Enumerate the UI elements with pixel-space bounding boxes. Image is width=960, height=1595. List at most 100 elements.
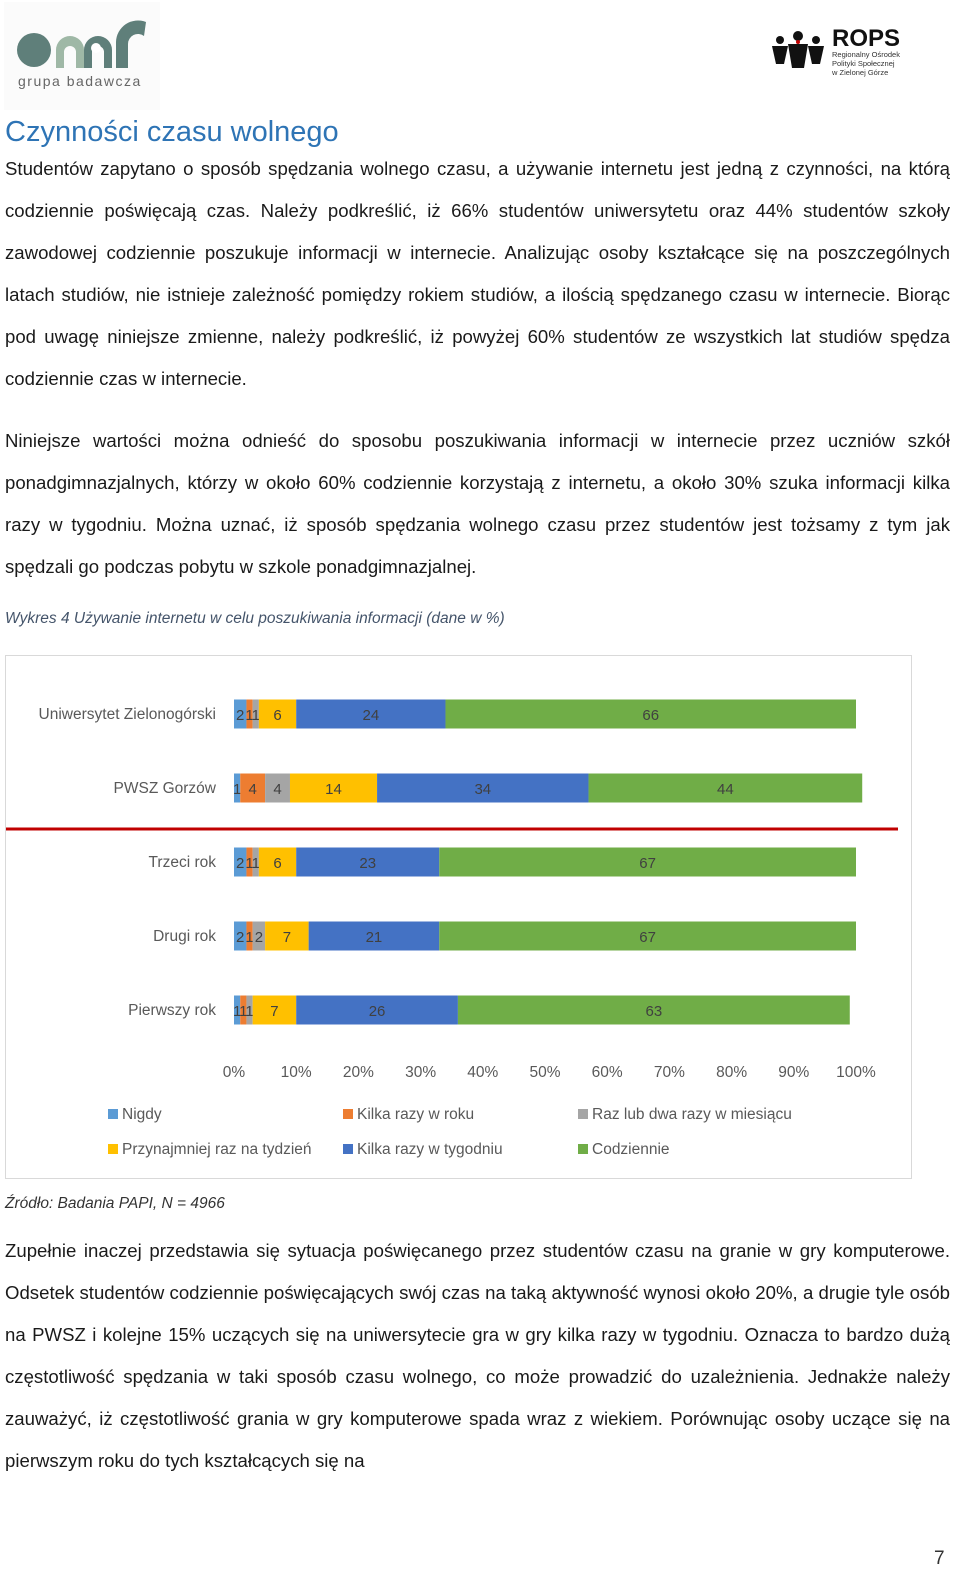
chart-caption: Wykres 4 Używanie internetu w celu poszu… — [5, 610, 505, 627]
bar-segment — [252, 699, 259, 729]
svg-text:grupa badawcza: grupa badawcza — [18, 73, 142, 89]
data-label: 1 — [252, 855, 260, 872]
data-label: 2 — [255, 929, 263, 946]
data-label: 21 — [366, 929, 383, 946]
rops-logo: ROPS Regionalny Ośrodek Polityki Społecz… — [768, 22, 938, 82]
bar-segment — [246, 921, 253, 951]
data-label: 1 — [233, 781, 241, 798]
bar-segment — [265, 921, 309, 951]
chart-container: Uniwersytet Zielonogórski 2 1 1 6 24 66 PWSZ Go… — [5, 655, 912, 1179]
legend-label: Raz lub dwa razy w miesiącu — [592, 1106, 792, 1123]
omr-logo: grupa badawcza — [4, 2, 160, 110]
bar-segment — [246, 847, 253, 877]
svg-text:w Zielonej Górze: w Zielonej Górze — [831, 68, 888, 77]
legend-label: Przynajmniej raz na tydzień — [122, 1141, 312, 1158]
x-tick-label: 20% — [343, 1064, 374, 1081]
data-label: 26 — [369, 1003, 386, 1020]
data-label: 66 — [642, 707, 659, 724]
bar-segment — [234, 699, 247, 729]
bar-segment — [240, 995, 247, 1025]
legend-label: Codziennie — [592, 1141, 670, 1158]
page-number: 7 — [934, 1548, 945, 1569]
x-tick-label: 0% — [223, 1064, 246, 1081]
bar-segment — [296, 995, 458, 1025]
bar-segment — [252, 995, 297, 1025]
data-label: 63 — [646, 1003, 663, 1020]
bar-segment — [252, 921, 266, 951]
data-label: 7 — [283, 929, 291, 946]
bar-segment — [588, 773, 863, 803]
x-tick-label: 60% — [592, 1064, 623, 1081]
legend-swatch — [578, 1109, 588, 1119]
category-label: Trzeci rok — [149, 854, 217, 871]
category-label: PWSZ Gorzów — [114, 780, 217, 797]
intro-paragraph: Studentów zapytano o sposób spędzania wo… — [5, 158, 950, 389]
svg-text:Polityki Społecznej: Polityki Społecznej — [832, 59, 895, 68]
data-label: 2 — [236, 929, 244, 946]
data-label: 6 — [273, 707, 281, 724]
bar-segment — [246, 995, 253, 1025]
bar-segment — [246, 699, 253, 729]
category-label: Drugi rok — [153, 928, 216, 945]
x-tick-label: 10% — [281, 1064, 312, 1081]
page-header: grupa badawcza ROPS Regionalny Ośrodek P… — [0, 0, 960, 110]
data-label: 6 — [273, 855, 281, 872]
data-label: 4 — [248, 781, 256, 798]
bar-segment — [265, 773, 290, 803]
data-label: 67 — [639, 929, 656, 946]
data-label: 7 — [270, 1003, 278, 1020]
x-tick-label: 100% — [836, 1064, 876, 1081]
bar-segment — [234, 773, 241, 803]
bar-segment — [234, 921, 247, 951]
bar-segment — [234, 995, 241, 1025]
data-label: 14 — [325, 781, 342, 798]
bar-segment — [240, 773, 266, 803]
comparison-paragraph: Niniejsze wartości można odnieść do spos… — [5, 430, 950, 577]
legend-label: Kilka razy w roku — [357, 1106, 474, 1123]
bar-segment — [258, 847, 297, 877]
bar-segment — [258, 699, 297, 729]
data-label: 2 — [236, 707, 244, 724]
legend-label: Kilka razy w tygodniu — [357, 1141, 503, 1158]
legend-swatch — [578, 1144, 588, 1154]
svg-text:ROPS: ROPS — [832, 25, 900, 52]
data-label: 44 — [717, 781, 734, 798]
legend-label: Nigdy — [122, 1106, 162, 1123]
legend-swatch — [108, 1144, 118, 1154]
bar-segment — [289, 773, 378, 803]
legend-swatch — [343, 1144, 353, 1154]
bar-segment — [234, 847, 247, 877]
data-label: 4 — [273, 781, 281, 798]
svg-text:Regionalny Ośrodek: Regionalny Ośrodek — [832, 50, 900, 59]
bar-segment — [296, 699, 446, 729]
x-tick-label: 80% — [716, 1064, 747, 1081]
x-tick-label: 90% — [778, 1064, 809, 1081]
data-label: 1 — [245, 929, 253, 946]
data-label: 67 — [639, 855, 656, 872]
data-label: 1 — [239, 1003, 247, 1020]
data-label: 1 — [245, 855, 253, 872]
x-tick-label: 70% — [654, 1064, 685, 1081]
data-label: 23 — [359, 855, 376, 872]
rops-logo-mark: ROPS Regionalny Ośrodek Polityki Społecz… — [772, 25, 900, 77]
bar-segment — [296, 847, 440, 877]
bar-segment — [252, 847, 259, 877]
bar-segment — [445, 699, 856, 729]
x-tick-label: 30% — [405, 1064, 436, 1081]
data-label: 1 — [245, 1003, 253, 1020]
x-tick-label: 50% — [529, 1064, 560, 1081]
data-label: 34 — [474, 781, 491, 798]
legend-swatch — [108, 1109, 118, 1119]
data-label: 1 — [233, 1003, 241, 1020]
data-label: 1 — [245, 707, 253, 724]
bar-segment — [308, 921, 440, 951]
section-title: Czynności czasu wolnego — [5, 116, 339, 148]
legend-swatch — [343, 1109, 353, 1119]
data-label: 2 — [236, 855, 244, 872]
bar-segment — [457, 995, 850, 1025]
games-paragraph: Zupełnie inaczej przedstawia się sytuacj… — [5, 1240, 950, 1471]
bar-segment — [377, 773, 589, 803]
bar-segment — [439, 921, 856, 951]
x-tick-label: 40% — [467, 1064, 498, 1081]
